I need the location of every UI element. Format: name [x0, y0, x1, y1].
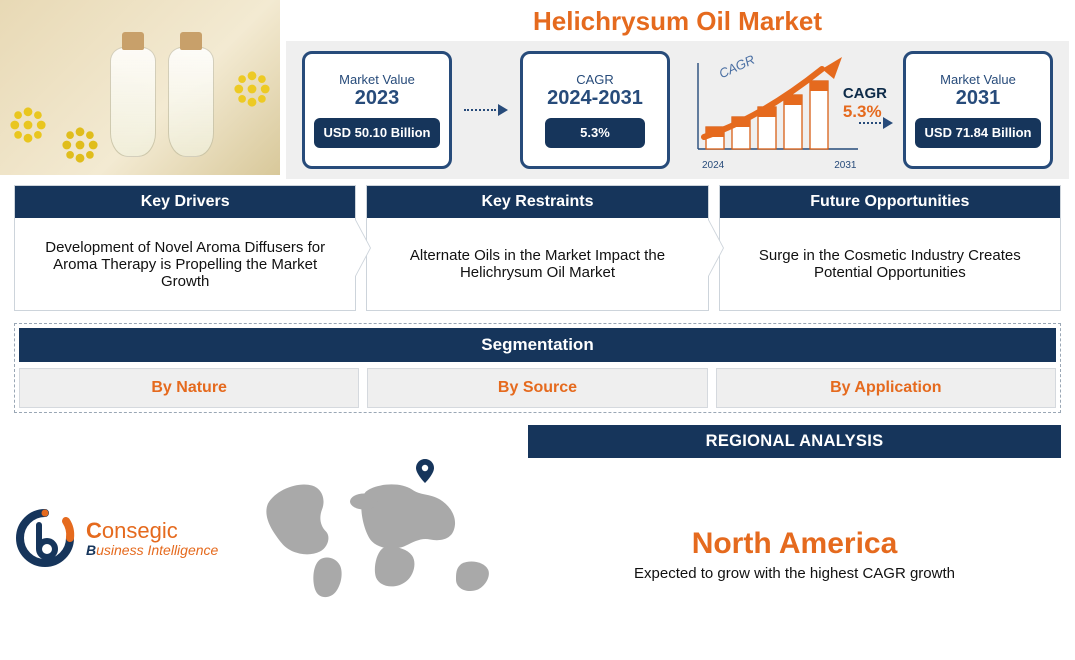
driver-title: Future Opportunities: [720, 186, 1060, 218]
regional-header: REGIONAL ANALYSIS: [528, 425, 1061, 458]
metric-year: 2031: [956, 87, 1001, 110]
metrics-band: Market Value 2023 USD 50.10 Billion CAGR…: [286, 41, 1069, 179]
driver-card: Key RestraintsAlternate Oils in the Mark…: [366, 185, 708, 311]
segmentation-item: By Application: [716, 368, 1056, 408]
map-pin-icon: [416, 459, 434, 483]
metric-card-2031: Market Value 2031 USD 71.84 Billion: [903, 51, 1053, 169]
axis-end: 2031: [834, 160, 856, 171]
brand-word-2a: B: [86, 542, 96, 558]
metric-label: Market Value: [940, 72, 1016, 87]
growth-chart: CAGR CAGR 5.3% 2024 2031: [682, 51, 891, 169]
metric-year: 2024-2031: [547, 87, 643, 110]
metric-label: CAGR: [576, 72, 614, 87]
world-map: [256, 425, 516, 650]
flower-icon: [230, 67, 274, 111]
brand-word-1b: onsegic: [102, 518, 178, 543]
product-photo-placeholder: [0, 0, 280, 175]
metric-value: 5.3%: [545, 118, 645, 149]
axis-start: 2024: [702, 160, 724, 171]
metric-value: USD 71.84 Billion: [915, 118, 1042, 149]
arrow-icon: [464, 100, 508, 120]
driver-text: Surge in the Cosmetic Industry Creates P…: [720, 218, 1060, 310]
regional-subtext: Expected to grow with the highest CAGR g…: [634, 565, 955, 582]
driver-title: Key Drivers: [15, 186, 355, 218]
cagr-word: CAGR: [843, 85, 887, 102]
metric-year: 2023: [355, 87, 400, 110]
bottle-illustration: [110, 47, 156, 157]
driver-card: Future OpportunitiesSurge in the Cosmeti…: [719, 185, 1061, 311]
segmentation-panel: Segmentation By NatureBy SourceBy Applic…: [14, 323, 1061, 413]
flower-icon: [6, 103, 50, 147]
segmentation-title: Segmentation: [19, 328, 1056, 362]
metric-label: Market Value: [339, 72, 415, 87]
driver-text: Alternate Oils in the Market Impact the …: [367, 218, 707, 310]
brand-logo: Consegic Business Intelligence: [14, 425, 244, 650]
metric-card-cagr: CAGR 2024-2031 5.3%: [520, 51, 670, 169]
metric-value: USD 50.10 Billion: [314, 118, 441, 149]
regional-region: North America: [692, 527, 898, 561]
driver-text: Development of Novel Aroma Diffusers for…: [15, 218, 355, 310]
driver-title: Key Restraints: [367, 186, 707, 218]
brand-word-1a: C: [86, 518, 102, 543]
metric-card-2023: Market Value 2023 USD 50.10 Billion: [302, 51, 452, 169]
page-title: Helichrysum Oil Market: [280, 0, 1075, 39]
segmentation-item: By Source: [367, 368, 707, 408]
bottle-illustration: [168, 47, 214, 157]
flower-icon: [58, 123, 102, 167]
regional-panel: REGIONAL ANALYSIS North America Expected…: [528, 425, 1061, 650]
segmentation-item: By Nature: [19, 368, 359, 408]
brand-word-2b: usiness Intelligence: [96, 542, 218, 558]
driver-card: Key DriversDevelopment of Novel Aroma Di…: [14, 185, 356, 311]
logo-icon: [14, 507, 76, 569]
